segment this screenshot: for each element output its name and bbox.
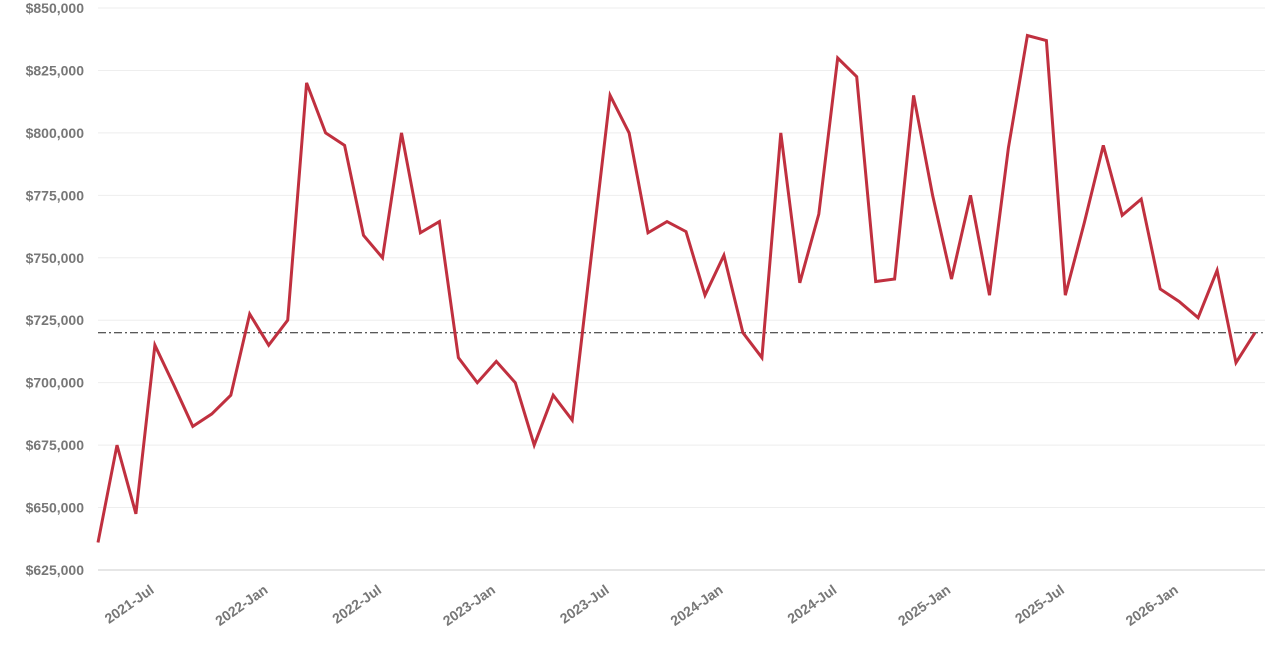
x-tick-label: 2024-Jan: [667, 581, 725, 628]
x-tick-label: 2023-Jul: [557, 581, 612, 626]
x-tick-label: 2025-Jul: [1012, 581, 1067, 626]
y-tick-label: $675,000: [26, 437, 85, 453]
y-tick-label: $625,000: [26, 562, 85, 578]
y-tick-label: $850,000: [26, 0, 85, 16]
y-tick-label: $800,000: [26, 125, 85, 141]
x-tick-label: 2021-Jul: [102, 581, 157, 626]
x-tick-label: 2023-Jan: [440, 581, 498, 628]
x-tick-label: 2022-Jul: [329, 581, 384, 626]
y-tick-label: $700,000: [26, 375, 85, 391]
y-tick-label: $825,000: [26, 62, 85, 78]
x-tick-label: 2024-Jul: [784, 581, 839, 626]
y-tick-label: $650,000: [26, 500, 85, 516]
x-tick-label: 2026-Jan: [1123, 581, 1181, 628]
y-tick-label: $750,000: [26, 250, 85, 266]
y-tick-label: $775,000: [26, 187, 85, 203]
x-tick-label: 2022-Jan: [212, 581, 270, 628]
y-tick-label: $725,000: [26, 312, 85, 328]
x-tick-label: 2025-Jan: [895, 581, 953, 628]
line-series: [96, 33, 1257, 543]
